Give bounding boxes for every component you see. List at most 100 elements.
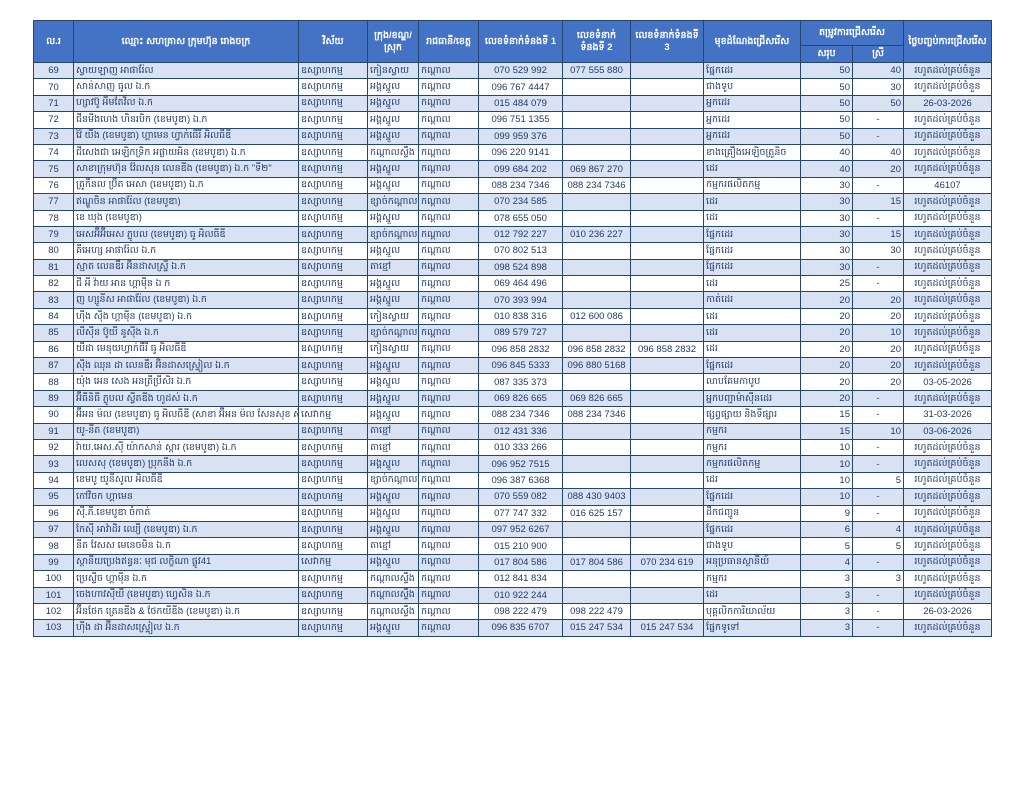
cell-phone3 <box>630 209 704 227</box>
cell-phone1: 098 222 479 <box>478 602 563 621</box>
cell-sector: ឧស្សាហកម្ម <box>298 275 368 293</box>
header-phone3: លេខទំនាក់ទំនងទី 3 <box>630 20 704 63</box>
cell-female: 20 <box>852 307 904 326</box>
cell-no: 99 <box>33 553 74 572</box>
cell-no: 103 <box>33 619 74 637</box>
cell-phone1: 010 922 244 <box>478 586 563 604</box>
cell-phone2: 017 804 586 <box>562 553 631 572</box>
cell-female: 20 <box>852 160 904 178</box>
cell-total: 9 <box>800 504 853 522</box>
cell-district: អង្គស្នួល <box>367 373 419 391</box>
cell-company: ស៊ី.ភី.ខេមបូឌា ចំកាត់ <box>73 504 299 522</box>
cell-female: - <box>852 438 904 457</box>
cell-end-date: រហូតដល់គ្រប់ចំនួន <box>903 570 992 588</box>
cell-end-date: រហូតដល់គ្រប់ចំនួន <box>903 111 992 129</box>
cell-phone2 <box>562 373 631 391</box>
cell-position: អ្នកដេរ <box>703 94 801 113</box>
header-phone2: លេខទំនាក់ទំនងទី 2 <box>562 20 631 63</box>
cell-female: 30 <box>852 242 904 260</box>
cell-phone1: 012 792 227 <box>478 225 563 244</box>
cell-phone1: 017 804 586 <box>478 553 563 572</box>
cell-company: ញ ហ្សូនីស អាផារ៉ែល (ខេមបូឌា) ឯ.ក <box>73 291 299 309</box>
cell-province: កណ្តាល <box>418 570 479 588</box>
cell-no: 101 <box>33 586 74 604</box>
cell-end-date: រហូតដល់គ្រប់ចំនួន <box>903 619 992 637</box>
cell-total: 15 <box>800 406 853 424</box>
cell-sector: សេវាកម្ម <box>298 553 368 572</box>
cell-district: អង្គស្នួល <box>367 291 419 309</box>
cell-end-date: រហូតដល់គ្រប់ចំនួន <box>903 193 992 211</box>
cell-phone3 <box>630 438 704 457</box>
cell-province: កណ្តាល <box>418 504 479 522</box>
cell-end-date: រហូតដល់គ្រប់ចំនួន <box>903 127 992 145</box>
cell-phone1: 089 579 727 <box>478 324 563 342</box>
header-demand-female: ស្រី <box>852 45 904 63</box>
cell-position: បុគ្គលិកការិយាល័យ <box>703 602 801 621</box>
cell-end-date: រហូតដល់គ្រប់ចំនួន <box>903 537 992 555</box>
cell-total: 25 <box>800 275 853 293</box>
cell-phone1: 087 335 373 <box>478 373 563 391</box>
cell-total: 10 <box>800 488 853 506</box>
cell-sector: ឧស្សាហកម្ម <box>298 619 368 637</box>
cell-end-date: រហូតដល់គ្រប់ចំនួន <box>903 61 992 80</box>
cell-female: - <box>852 586 904 604</box>
cell-phone3 <box>630 275 704 293</box>
cell-district: អង្គស្នួល <box>367 389 419 408</box>
table-row: 103 ហុីង ដា អ៊ីនដាសស្ទ្រៀល ឯ.ក ឧស្សាហកម្មអ… <box>33 619 992 637</box>
cell-company: វ៉ៃ យីង (ខេមបូឌា) ហ្គាមេន ហ្វាក់ធើរី អិល… <box>73 127 299 145</box>
recruitment-table-wrap: ល.រ ឈ្មោះ សហគ្រាស ក្រុមហ៊ុន រោងចក្រ វិស័… <box>33 20 992 637</box>
cell-district: អង្គស្នួល <box>367 160 419 178</box>
cell-company: យូ-នីត (ខេមបូឌា) <box>73 422 299 440</box>
cell-no: 74 <box>33 143 74 162</box>
cell-sector: ឧស្សាហកម្ម <box>298 422 368 440</box>
cell-position: កម្មករ <box>703 422 801 440</box>
cell-total: 20 <box>800 340 853 359</box>
cell-end-date: រហូតដល់គ្រប់ចំនួន <box>903 160 992 178</box>
cell-company: ស្ថានីយប្រេងឥន្ធនៈ មុជ លក្ខិណា ផ្លូវ41 <box>73 553 299 572</box>
cell-province: កណ្តាល <box>418 242 479 260</box>
cell-company: ប្រេស្ទីច ហ្គាម៉ីន ឯ.ក <box>73 570 299 588</box>
cell-company: ជីសេងជា អេឡិកទ្រិក អផ្លាយអិន (ខេមបូឌា) ឯ… <box>73 143 299 162</box>
cell-province: កណ្តាល <box>418 61 479 80</box>
cell-sector: ឧស្សាហកម្ម <box>298 520 368 539</box>
cell-province: កណ្តាល <box>418 471 479 490</box>
cell-province: កណ្តាល <box>418 553 479 572</box>
cell-end-date: 31-03-2026 <box>903 406 992 424</box>
recruitment-table: ល.រ ឈ្មោះ សហគ្រាស ក្រុមហ៊ុន រោងចក្រ វិស័… <box>33 20 992 637</box>
cell-position: ជាងទូប <box>703 78 801 96</box>
cell-sector: ឧស្សាហកម្ម <box>298 242 368 260</box>
cell-sector: ឧស្សាហកម្ម <box>298 160 368 178</box>
cell-phone2 <box>562 455 631 473</box>
cell-female: 5 <box>852 471 904 490</box>
table-row: 82 ជី អី វ៉ាយ អាន ហ្គាម៉ីន ឯ កឧស្សាហកម្មអ… <box>33 275 992 293</box>
cell-female: - <box>852 275 904 293</box>
cell-end-date: រហូតដល់គ្រប់ចំនួន <box>903 504 992 522</box>
cell-phone1: 070 393 994 <box>478 291 563 309</box>
cell-total: 20 <box>800 357 853 375</box>
cell-district: តាខ្មៅ <box>367 438 419 457</box>
cell-phone1: 070 802 513 <box>478 242 563 260</box>
cell-total: 50 <box>800 111 853 129</box>
cell-sector: ឧស្សាហកម្ម <box>298 455 368 473</box>
cell-end-date: 03-05-2026 <box>903 373 992 391</box>
cell-position: ផ្នែកដេរ <box>703 242 801 260</box>
cell-phone3 <box>630 307 704 326</box>
cell-province: កណ្តាល <box>418 357 479 375</box>
cell-phone3 <box>630 373 704 391</box>
cell-company: ស្វាយឡាញ អាផារ៉ែល <box>73 61 299 80</box>
cell-phone3 <box>630 61 704 80</box>
cell-phone3 <box>630 504 704 522</box>
cell-phone1: 012 431 336 <box>478 422 563 440</box>
cell-phone3 <box>630 242 704 260</box>
cell-no: 87 <box>33 357 74 375</box>
table-row: 102 អ៊ីនថែក ត្រេនឌីង & ថែកយីឌីង (ខេមបូឌា)… <box>33 602 992 621</box>
table-row: 76 ត្រូកឹនល ប្រ៊ីត អេសា (ខេមបូឌា) ឯ.ក ឧស្ស… <box>33 176 992 195</box>
cell-phone2 <box>562 324 631 342</box>
cell-province: កណ្តាល <box>418 422 479 440</box>
cell-phone3 <box>630 291 704 309</box>
cell-total: 20 <box>800 291 853 309</box>
cell-phone1: 088 234 7346 <box>478 176 563 195</box>
cell-phone3 <box>630 258 704 277</box>
cell-phone3 <box>630 176 704 195</box>
cell-female: 3 <box>852 570 904 588</box>
